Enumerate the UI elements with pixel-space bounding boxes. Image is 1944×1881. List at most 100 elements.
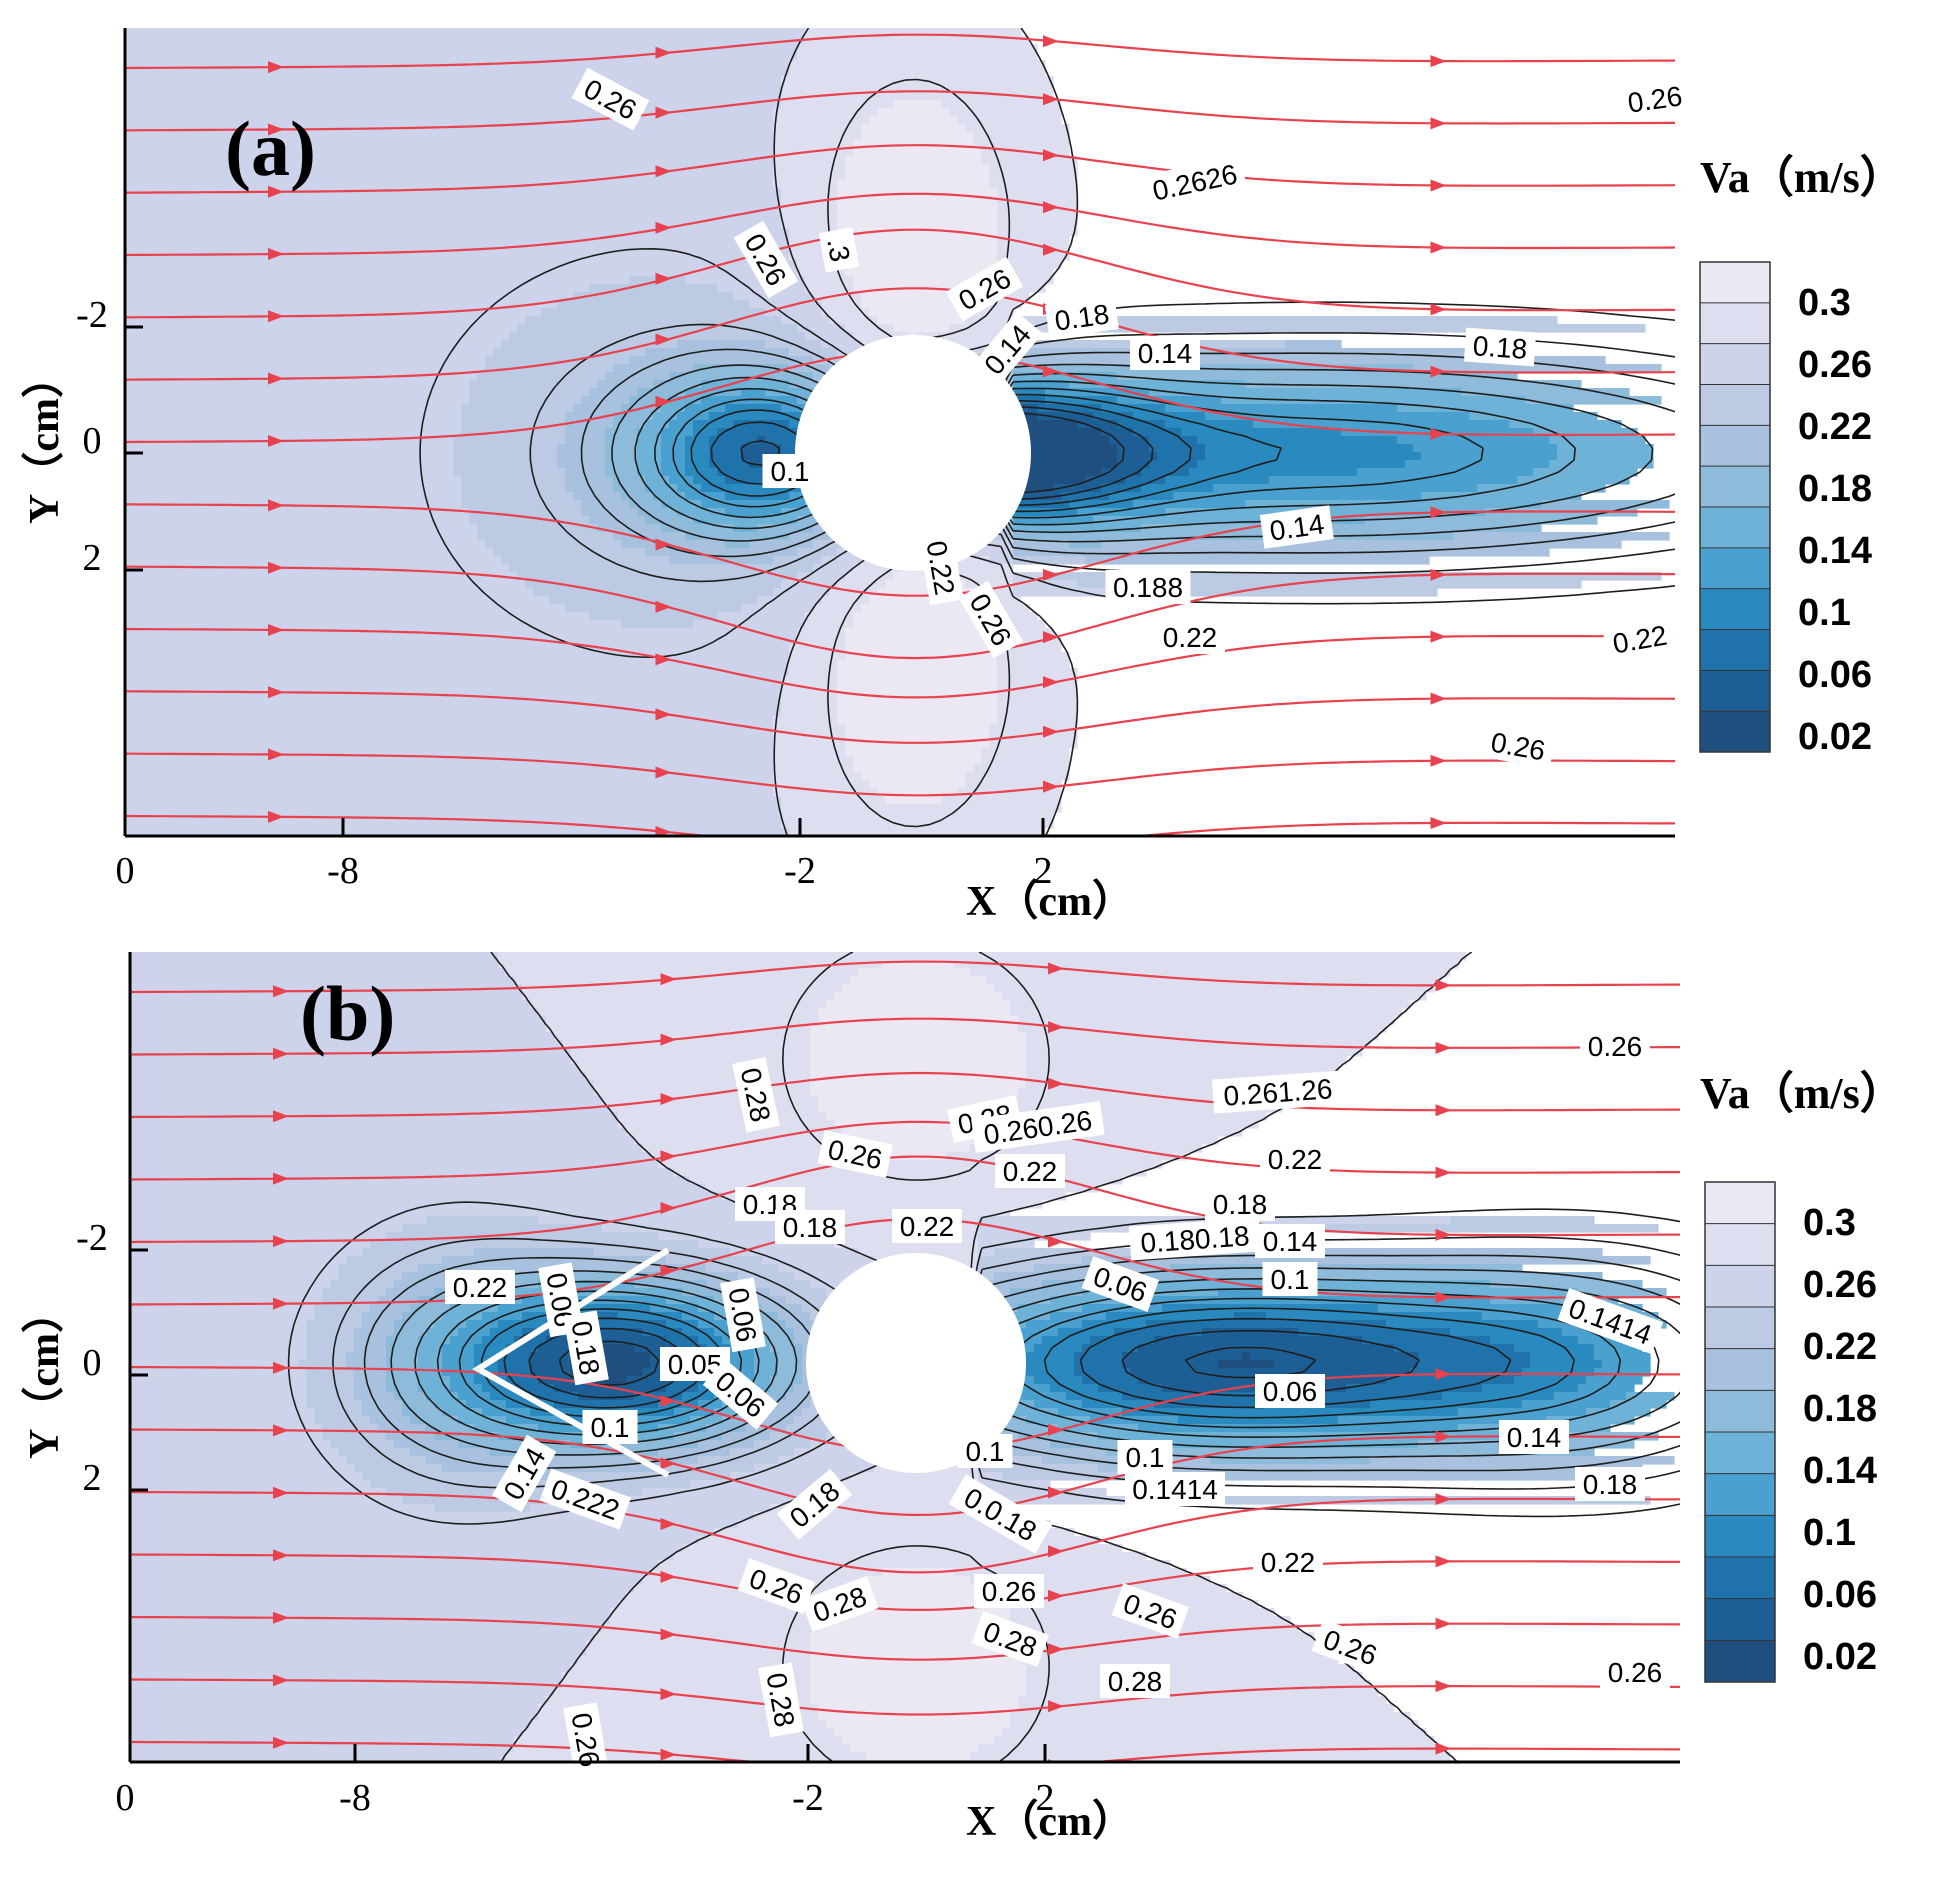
streamline-arrow [1430, 754, 1447, 767]
contour-label-bg [1617, 77, 1692, 121]
streamline-arrow [1435, 1555, 1452, 1568]
contour-label: 0.1 [1117, 1440, 1173, 1474]
contour-label-text: 0.188 [1113, 572, 1183, 603]
contour-label-bg [1602, 616, 1678, 662]
streamline-arrow [1043, 93, 1059, 106]
contour-label-bg [445, 1270, 515, 1304]
contour-label-bg [971, 1611, 1050, 1668]
streamline [130, 1071, 1680, 1119]
contour-label-bg [1117, 1440, 1173, 1474]
contour-label-bg [582, 1410, 638, 1444]
streamline-arrow [1048, 1589, 1064, 1602]
y-tick-label: 2 [83, 537, 102, 579]
streamline-arrow [1435, 1041, 1452, 1054]
contour-label-text: 0.1 [1271, 1264, 1310, 1295]
contour-label-bg [1142, 154, 1248, 210]
contour-label-text: 0.22 [1268, 1144, 1323, 1175]
streamline-arrow [1435, 1493, 1452, 1506]
contour-label: 0.06 [720, 1277, 766, 1353]
streamline-arrow [1430, 55, 1447, 68]
contour-label-bg [945, 256, 1024, 322]
streamline-arrow [1048, 1021, 1064, 1034]
streamline-arrow [1430, 427, 1447, 440]
contour-labels: 0.260.280.261.260.280.260.260.260.220.22… [445, 1029, 1670, 1778]
cylinder [806, 1253, 1026, 1473]
streamline-arrow [268, 434, 284, 447]
contour-label-text: .3 [821, 236, 856, 264]
streamline [125, 144, 1675, 194]
contour-label-bg [957, 1434, 1013, 1468]
streamline-arrow [268, 248, 284, 261]
streamline-arrow [268, 123, 284, 136]
contour-label-bg [971, 1101, 1105, 1153]
contour-label: 0.28 [1100, 1664, 1170, 1698]
contour-label: 0.180.18 [1128, 1217, 1261, 1261]
colorbar-swatch [1700, 507, 1770, 549]
streamlines [125, 33, 1675, 836]
contour-label-text: 0.26 [1608, 1657, 1663, 1688]
streamline-arrow [273, 1736, 289, 1749]
x-tick-label: -8 [339, 1777, 371, 1819]
streamline-arrow [660, 1033, 677, 1046]
contour-label-bg [1111, 1583, 1190, 1640]
contour-label: 0.2626 [1142, 154, 1248, 210]
streamline-arrow [268, 499, 284, 512]
colorbar-swatch [1700, 343, 1770, 385]
contour-label-text: 0.18 [1472, 330, 1529, 365]
streamline-arrow [1043, 149, 1059, 162]
contour-label-bg [776, 1468, 853, 1540]
contour-label: 0.1414 [1125, 1472, 1225, 1506]
contour-label-bg [1311, 1619, 1390, 1676]
streamline-arrow [655, 272, 672, 285]
panel-b: 0.260.280.261.260.280.260.260.260.220.22… [21, 952, 1904, 1845]
streamline-arrow [1435, 1742, 1452, 1755]
streamline-arrow [273, 1361, 289, 1374]
contour-label-text: 0.22 [453, 1272, 508, 1303]
x-tick-label: 0 [116, 1777, 135, 1819]
contour-label-bg [1262, 1262, 1318, 1296]
streamline-arrow [1048, 962, 1064, 975]
contour-label-bg [1260, 1142, 1330, 1176]
streamline-arrow [1430, 630, 1447, 643]
streamline-arrow [655, 106, 672, 119]
streamline-arrow [660, 1628, 677, 1641]
contour-label-text: 0.14 [1138, 338, 1193, 369]
panel-label: (b) [300, 970, 395, 1057]
contour-label: 0.22 [892, 1209, 962, 1243]
contour-label-text: 0.18 [1213, 1189, 1268, 1220]
streamline-arrow [660, 1150, 677, 1163]
streamline-arrow [655, 165, 672, 178]
streamline [125, 90, 1675, 132]
colorbar-label: 0.26 [1803, 1264, 1877, 1306]
streamline-arrow [268, 686, 284, 699]
contour-label-bg [733, 220, 799, 299]
colorbar-label: 0.14 [1798, 530, 1872, 572]
streamline-arrow [1048, 1486, 1064, 1499]
streamline-arrow [660, 973, 677, 986]
contour-label-bg [1128, 1217, 1261, 1261]
contour-label: 0.22 [1155, 620, 1225, 654]
colorbar-swatch [1700, 670, 1770, 712]
streamline [125, 287, 1675, 381]
streamline-arrow [1043, 631, 1059, 644]
colorbar-swatch [1705, 1432, 1775, 1475]
y-axis-title: Y（cm） [21, 1291, 68, 1459]
colorbar-swatch [1705, 1640, 1775, 1683]
colorbar-label: 0.02 [1798, 716, 1872, 758]
contour-label-bg [1255, 1224, 1325, 1258]
contour-label-text: 0.261.26 [1223, 1073, 1334, 1112]
contour-label-bg [539, 1468, 632, 1530]
streamline [130, 1553, 1680, 1612]
streamline-arrow [1430, 365, 1447, 378]
streamline-arrow [1435, 1617, 1452, 1630]
contour-label-bg [758, 1662, 804, 1738]
streamline-arrow [660, 1748, 677, 1761]
streamline-arrow [1048, 1423, 1064, 1436]
streamline-arrow [1435, 1680, 1452, 1693]
streamline-arrow [1048, 1700, 1064, 1713]
y-tick-label: 0 [83, 420, 102, 462]
streamline-arrow [655, 395, 672, 408]
contour-label-text: 0.18 [783, 1212, 838, 1243]
contour-label: 0.14 [1499, 1420, 1569, 1454]
